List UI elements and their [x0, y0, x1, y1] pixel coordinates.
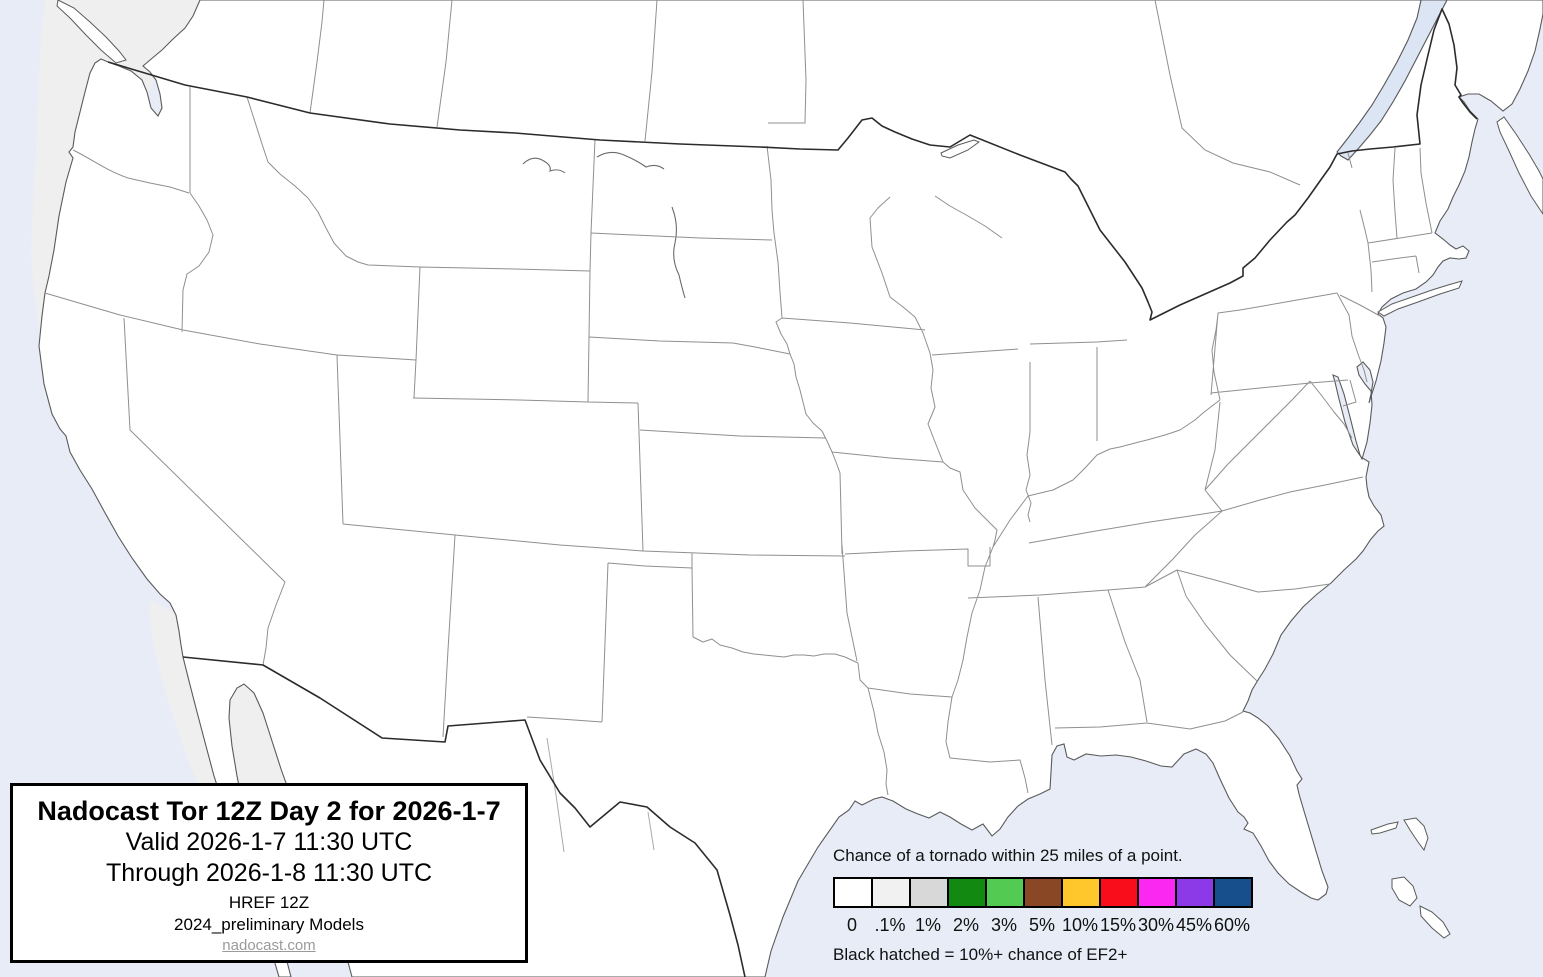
legend-swatch-45%: [1175, 877, 1215, 908]
legend-label-5%: 5%: [1028, 915, 1055, 935]
legend-hatch-note: Black hatched = 10%+ chance of EF2+: [833, 945, 1128, 964]
legend-label-3%: 3%: [990, 915, 1017, 935]
legend-swatch-1%: [909, 877, 949, 908]
us-canada-border: [107, 8, 1478, 321]
legend-swatch-10%: [1061, 877, 1101, 908]
legend-swatch-.1%: [871, 877, 911, 908]
mexico-state-borders: [546, 737, 655, 853]
legend-swatch-row: [833, 877, 1263, 908]
forecast-title-box: Nadocast Tor 12Z Day 2 for 2026-1-7 Vali…: [10, 783, 528, 963]
legend-swatch-0: [833, 877, 873, 908]
legend-label-0: 0: [846, 915, 857, 935]
through-time: Through 2026-1-8 11:30 UTC: [105, 859, 433, 887]
state-borders: [44, 87, 1433, 796]
legend-label-10%: 10%: [1061, 915, 1099, 935]
legend-swatch-30%: [1137, 877, 1177, 908]
legend-swatch-5%: [1023, 877, 1063, 908]
legend-swatch-15%: [1099, 877, 1139, 908]
lake-oahe: [671, 206, 686, 299]
legend-label-row: 0 .1% 1% 2% 3% 5% 10% 15% 30% 45% 60%: [833, 915, 1263, 936]
national-borders: [107, 8, 1478, 977]
nadocast-site-link[interactable]: nadocast.com: [222, 937, 316, 954]
model-run-label: HREF 12Z: [228, 893, 310, 912]
canada-province-borders: [309, 0, 1301, 186]
valid-time: Valid 2026-1-7 11:30 UTC: [125, 828, 413, 856]
forecast-title: Nadocast Tor 12Z Day 2 for 2026-1-7: [37, 796, 501, 826]
legend-label-2%: 2%: [952, 915, 979, 935]
us-mexico-border: [182, 656, 746, 977]
lake-sakakawea: [596, 151, 665, 170]
rivers: [522, 151, 686, 299]
legend-swatch-60%: [1213, 877, 1253, 908]
legend-swatch-2%: [947, 877, 987, 908]
legend-label-.1%: .1%: [874, 915, 906, 935]
legend-swatch-3%: [985, 877, 1025, 908]
fort-peck-lake: [522, 157, 566, 174]
legend-label-45%: 45%: [1175, 915, 1213, 935]
legend-label-1%: 1%: [914, 915, 941, 935]
legend-label-60%: 60%: [1213, 915, 1251, 935]
probability-legend: Chance of a tornado within 25 miles of a…: [833, 846, 1263, 965]
legend-label-30%: 30%: [1137, 915, 1175, 935]
legend-caption: Chance of a tornado within 25 miles of a…: [833, 846, 1183, 865]
legend-label-15%: 15%: [1099, 915, 1137, 935]
models-label: 2024_preliminary Models: [174, 915, 364, 934]
